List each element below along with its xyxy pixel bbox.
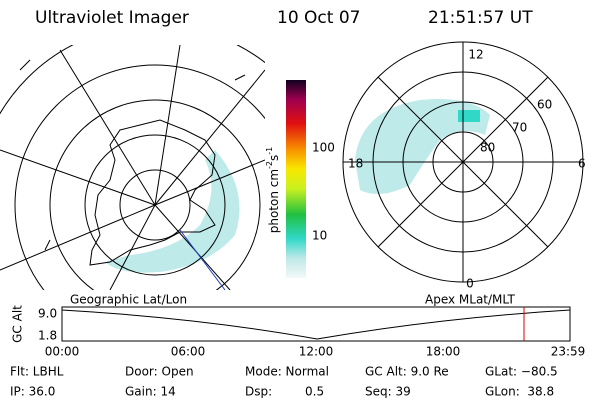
- aurora: [458, 110, 480, 122]
- unit-exp: -1: [265, 147, 274, 155]
- colorbar-tick: 10: [312, 229, 327, 243]
- unit: s: [267, 155, 281, 161]
- date: 10 Oct 07: [277, 8, 360, 28]
- map-title: Apex MLat/MLT: [425, 293, 515, 307]
- x-label: 06:00: [171, 345, 206, 359]
- status-item: IP: 36.0: [10, 385, 55, 399]
- colorbar-label: photon cm-2s-1: [265, 147, 281, 234]
- geographic-map: [0, 45, 265, 290]
- status-item: Door: Open: [125, 365, 194, 379]
- mlt-label: 6: [578, 157, 586, 171]
- y-label: 9.0: [38, 307, 57, 321]
- lat-label: 80: [480, 141, 495, 155]
- polar-map: 12 18 6 0 60 70 80: [342, 41, 586, 291]
- lat-label: 70: [512, 121, 527, 135]
- status-item: 0.5: [305, 385, 324, 399]
- mlt-label: 0: [466, 277, 474, 291]
- colorbar-tick: 100: [312, 141, 335, 155]
- status-item: GLat: −80.5: [485, 365, 558, 379]
- mlt-label: 12: [468, 48, 483, 62]
- axis-label: GC Alt: [11, 305, 25, 343]
- track: [179, 229, 226, 290]
- x-label: 18:00: [426, 345, 461, 359]
- aurora: [105, 150, 240, 273]
- status-item: Flt: LBHL: [10, 365, 64, 379]
- status-item: GC Alt: 9.0 Re: [365, 365, 449, 379]
- status: Flt: LBHL Door: Open Mode: Normal GC Alt…: [10, 365, 558, 399]
- status-item: GLon: 38.8: [485, 385, 554, 399]
- map-title: Geographic Lat/Lon: [70, 293, 187, 307]
- aurora: [355, 99, 490, 194]
- x-label: 23:59: [551, 345, 586, 359]
- status-item: Seq: 39: [365, 385, 411, 399]
- unit: photon cm: [267, 169, 281, 233]
- altitude-panel: GC Alt 9.0 1.8 00:00 06:00 12:00 18:00 2…: [11, 305, 586, 359]
- altitude-curve: [61, 309, 571, 340]
- unit-exp: -2: [265, 161, 274, 169]
- instrument: Ultraviolet Imager: [35, 8, 189, 28]
- colorbar: [286, 80, 306, 278]
- status-item: Mode: Normal: [245, 365, 329, 379]
- status-item: Gain: 14: [125, 385, 176, 399]
- x-label: 00:00: [45, 345, 80, 359]
- time: 21:51:57 UT: [428, 8, 533, 28]
- status-item: Dsp:: [245, 385, 272, 399]
- x-label: 12:00: [299, 345, 334, 359]
- mlt-label: 18: [348, 157, 363, 171]
- y-label: 1.8: [38, 329, 57, 343]
- lat-label: 60: [537, 98, 552, 112]
